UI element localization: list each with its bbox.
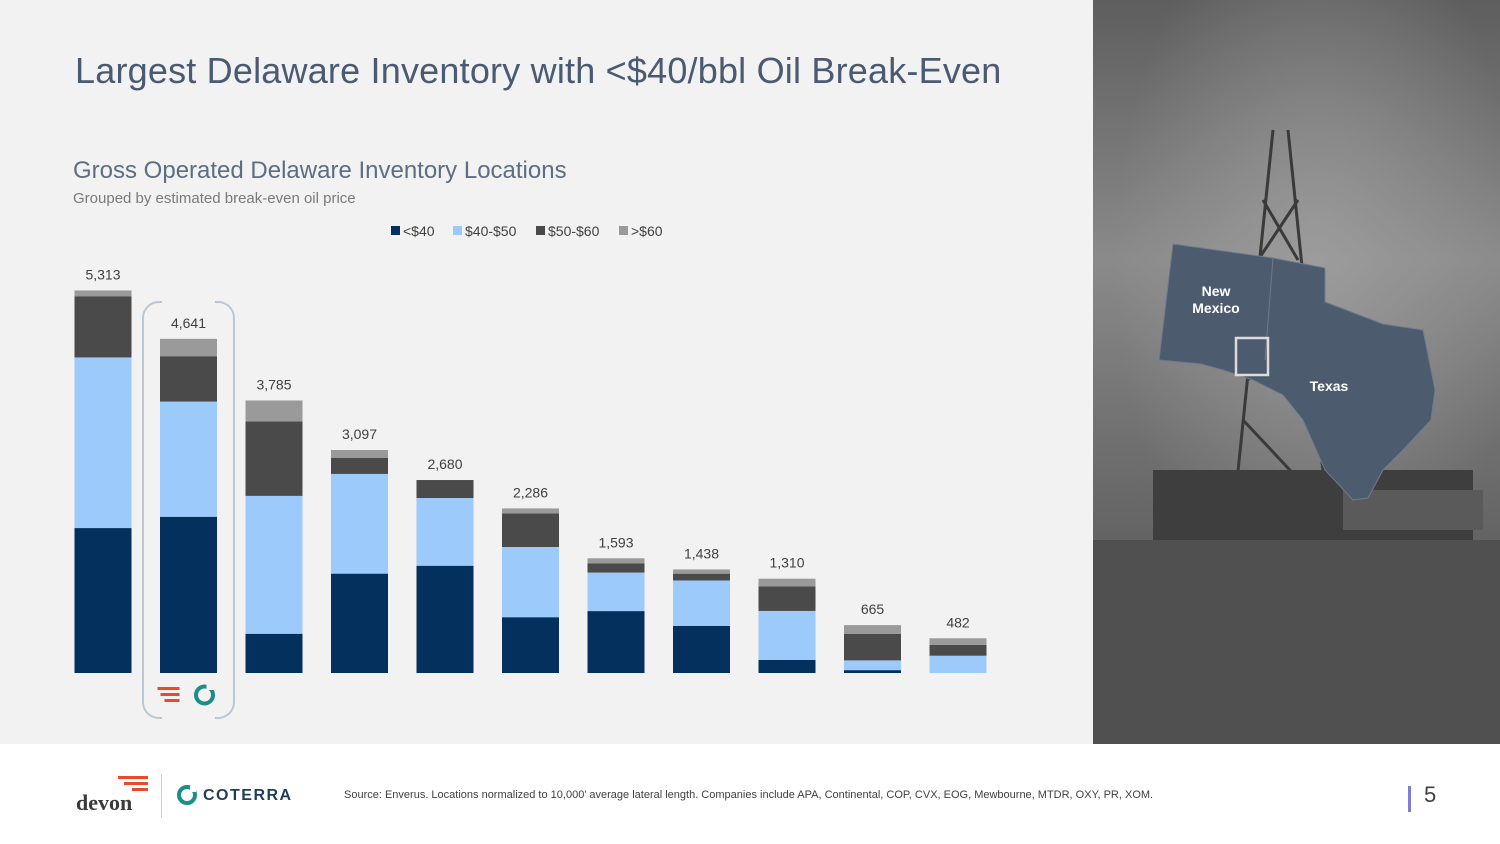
bar-segment bbox=[844, 660, 901, 671]
bar-segment bbox=[74, 296, 132, 358]
bar-segment bbox=[502, 617, 559, 673]
stacked-bar-chart: <$40 $40-$50 $50-$60 >$60 5,313 4,641 3,785 3,… bbox=[74, 223, 987, 724]
chart-bars bbox=[74, 290, 987, 673]
delaware-basin-box bbox=[1234, 336, 1270, 377]
bar-total-label: 1,438 bbox=[684, 545, 719, 561]
bar-segment bbox=[758, 610, 816, 660]
chart-total-labels: 5,313 4,641 3,785 3,097 2,680 2,286 1,593 1,438… bbox=[85, 266, 969, 630]
legend-swatch bbox=[536, 226, 545, 235]
slide-title: Largest Delaware Inventory with <$40/bbl… bbox=[75, 50, 1002, 91]
mark-stripe bbox=[164, 699, 180, 702]
bar-segment bbox=[929, 655, 987, 673]
page-number-bar bbox=[1408, 786, 1411, 812]
bracket-gap-bottom bbox=[162, 712, 215, 724]
coterra-wordmark: COTERRA bbox=[203, 787, 293, 804]
bar-segment bbox=[502, 547, 559, 618]
bar-segment bbox=[160, 356, 217, 402]
svg-text:devon: devon bbox=[76, 790, 132, 814]
bar-segment bbox=[74, 357, 132, 529]
bar-total-label: 665 bbox=[861, 601, 885, 617]
bar-segment bbox=[160, 338, 217, 357]
new-mexico-label: New bbox=[1202, 283, 1231, 299]
bar-segment bbox=[673, 625, 730, 673]
bar-segment bbox=[416, 480, 474, 499]
coterra-logo: COTERRA bbox=[176, 784, 291, 808]
bar-total-label: 1,593 bbox=[598, 534, 633, 550]
legend-label: >$60 bbox=[631, 223, 663, 239]
legend-label: $40-$50 bbox=[465, 223, 517, 239]
map-illustration: New Mexico Texas bbox=[1093, 0, 1500, 744]
bar-segment bbox=[929, 638, 987, 645]
bar-segment bbox=[416, 498, 474, 566]
bar-segment bbox=[331, 457, 388, 474]
bar-segment bbox=[673, 580, 730, 626]
chart-legend: <$40 $40-$50 $50-$60 >$60 bbox=[391, 223, 663, 239]
source-note: Source: Enverus. Locations normalized to… bbox=[344, 789, 1154, 801]
bar-total-label: 1,310 bbox=[769, 555, 804, 571]
chart-subtitle: Grouped by estimated break-even oil pric… bbox=[73, 190, 356, 207]
bar-segment bbox=[758, 586, 816, 611]
coterra-icon bbox=[177, 785, 197, 805]
mark-stripe bbox=[157, 687, 180, 690]
bar-segment bbox=[74, 528, 132, 673]
legend-swatch bbox=[619, 226, 628, 235]
coterra-ring-icon bbox=[194, 684, 215, 706]
bar-segment bbox=[331, 473, 388, 574]
bar-total-label: 482 bbox=[946, 614, 970, 630]
bar-segment bbox=[758, 578, 816, 587]
legend-label: $50-$60 bbox=[548, 223, 600, 239]
bracket-gap-top bbox=[162, 296, 215, 308]
slide: <$40 $40-$50 $50-$60 >$60 5,313 4,641 3,785 3,… bbox=[0, 0, 1500, 744]
drilling-rig-photo-with-map: New Mexico Texas bbox=[1093, 0, 1500, 744]
bar-segment bbox=[331, 450, 388, 458]
bar-segment bbox=[587, 558, 645, 564]
new-mexico-label-2: Mexico bbox=[1192, 300, 1239, 316]
bar-segment bbox=[245, 495, 303, 634]
bar-segment bbox=[587, 572, 645, 612]
bar-segment bbox=[673, 573, 730, 581]
bar-segment bbox=[587, 611, 645, 673]
footer: devon COTERRA Source: Enverus. Locations… bbox=[0, 744, 1500, 844]
bar-total-label: 2,680 bbox=[427, 456, 462, 472]
bar-segment bbox=[587, 563, 645, 573]
bar-segment bbox=[416, 565, 474, 673]
bar-segment bbox=[245, 633, 303, 673]
bar-total-label: 5,313 bbox=[85, 266, 120, 282]
highlight-bracket bbox=[142, 296, 235, 724]
bar-segment bbox=[74, 290, 132, 297]
bar-total-label: 3,097 bbox=[342, 426, 377, 442]
chart-title: Gross Operated Delaware Inventory Locati… bbox=[73, 157, 567, 184]
bar-segment bbox=[673, 569, 730, 574]
bar-segment bbox=[245, 421, 303, 496]
devon-logo: devon bbox=[76, 776, 148, 814]
bar-total-label: 4,641 bbox=[171, 315, 206, 331]
mark-stripe bbox=[160, 693, 180, 696]
bar-segment bbox=[160, 401, 217, 517]
legend-swatch bbox=[391, 226, 400, 235]
bar-segment bbox=[929, 644, 987, 656]
bar-segment bbox=[502, 508, 559, 514]
page-number: 5 bbox=[1424, 782, 1437, 807]
bar-segment bbox=[160, 516, 217, 673]
logo-divider bbox=[161, 774, 162, 818]
legend-label: <$40 bbox=[403, 223, 435, 239]
bar-total-label: 3,785 bbox=[256, 376, 291, 392]
legend-swatch bbox=[453, 226, 462, 235]
state-map: New Mexico Texas bbox=[1158, 243, 1436, 501]
bar-segment bbox=[758, 659, 816, 673]
bar-segment bbox=[844, 625, 901, 634]
bar-segment bbox=[245, 400, 303, 422]
bar-segment bbox=[844, 633, 901, 661]
bar-segment bbox=[331, 573, 388, 673]
bar-segment bbox=[844, 670, 901, 673]
bar-segment bbox=[502, 513, 559, 547]
bar-total-label: 2,286 bbox=[513, 484, 548, 500]
texas-label: Texas bbox=[1310, 378, 1349, 394]
ring-gap bbox=[206, 684, 214, 690]
